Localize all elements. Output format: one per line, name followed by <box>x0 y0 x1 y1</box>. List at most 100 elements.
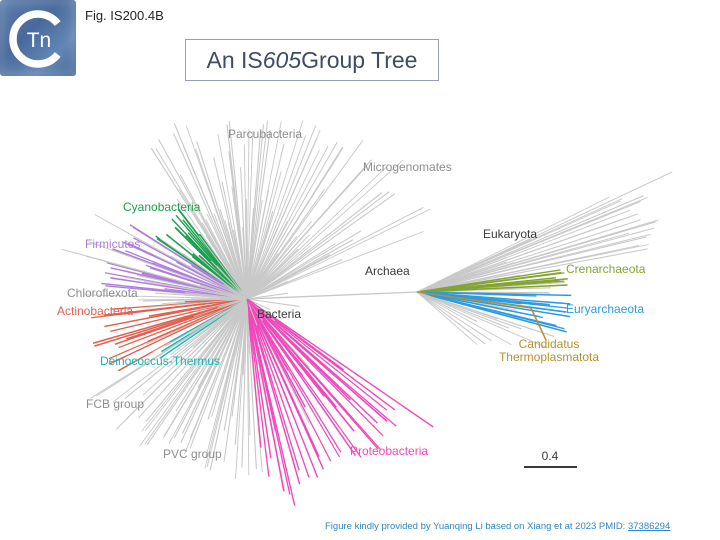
archaea-gray-lower-branch <box>416 291 492 342</box>
euryarchaeota-clade-branch <box>416 291 567 333</box>
clade-label-deinococcus-thermus: Deinococcus-Thermus <box>100 354 221 368</box>
eukaryota-fan-branch <box>416 200 641 293</box>
ctn-logo: Tn <box>0 0 76 76</box>
proteobacteria-long-2 <box>246 298 296 506</box>
proteobacteria-clade-branch <box>246 298 332 462</box>
center-spokes-branch <box>216 265 248 300</box>
archaea-gray-branch <box>416 291 548 349</box>
archaea-gray-lower-branch <box>416 291 498 320</box>
proteobacteria-clade-branch <box>246 298 357 457</box>
actinobacteria-clade-branch <box>91 298 248 319</box>
eukaryota-fan-branch <box>416 218 623 293</box>
center-spokes-branch <box>246 280 288 300</box>
eukaryota-fan-branch <box>416 200 621 293</box>
pvc-fan-branch <box>207 298 248 420</box>
center-spokes-branch <box>246 276 256 300</box>
clade-label-microgenomates: Microgenomates <box>363 160 452 174</box>
chloroflexota-clade-branch <box>185 292 248 300</box>
proteobacteria-clade-branch <box>246 298 378 424</box>
archaea-gray-lower-branch <box>416 291 510 329</box>
proteobacteria-clade-branch <box>246 298 320 458</box>
proteobacteria-clade-branch <box>246 298 270 477</box>
clade-label-euryarchaeota: Euryarchaeota <box>566 302 645 316</box>
microgenomates-fan-branch <box>246 140 364 300</box>
center-spokes-branch <box>246 298 250 354</box>
center-spokes-branch <box>246 280 270 300</box>
firmicutes-gray-branch <box>88 241 248 300</box>
parcubacteria-fan-branch <box>246 189 270 300</box>
eukaryota-fan-branch <box>416 261 507 293</box>
center-spokes-branch <box>224 298 248 342</box>
candidatus-thermoplasmatota-branch <box>530 307 547 341</box>
microgenomates-fan-branch <box>246 167 387 300</box>
parcubacteria-fan-branch <box>246 149 320 300</box>
center-spokes-branch <box>246 292 288 300</box>
crenarchaeota-clade-branch <box>416 284 568 293</box>
parcubacteria-fan-left-branch <box>217 133 248 300</box>
proteobacteria-clade-branch <box>246 298 396 411</box>
clade-label-actinobacteria: Actinobacteria <box>57 304 134 318</box>
euryarchaeota-clade-branch <box>416 291 539 318</box>
microgenomates-fan-branch <box>246 208 431 300</box>
eukaryota-fan-branch <box>416 219 641 293</box>
fcb-fan-branch <box>175 298 248 412</box>
clade-label-fcb-group: FCB group <box>86 397 145 411</box>
microgenomates-fan-branch <box>246 231 424 300</box>
microgenomates-fan-branch <box>246 159 404 300</box>
firmicutes-gray-branch <box>154 254 248 300</box>
fcb-fan-branch <box>125 298 248 420</box>
euryarchaeota-clade-branch <box>416 291 572 297</box>
pvc-fan-branch <box>181 298 248 434</box>
bacteria-archaea-connector <box>246 291 418 300</box>
center-spokes-branch <box>235 243 248 300</box>
chloroflexota-clade-branch <box>136 274 248 300</box>
cyanobacteria-gray-branch <box>180 241 248 300</box>
parcubacteria-fan-branch <box>246 232 286 300</box>
proteobacteria-clade-branch <box>246 298 272 459</box>
figure-number: Fig. IS200.4B <box>85 8 164 23</box>
clade-label-parcubacteria: Parcubacteria <box>228 127 303 141</box>
archaea-gray-lower-branch <box>416 291 478 345</box>
pvc-fan-branch <box>189 298 248 449</box>
credit-text: Figure kindly provided by Yuanqing Li ba… <box>325 521 670 532</box>
cyanobacteria-gray-branch <box>201 222 248 300</box>
actinobacteria-gray-branch <box>147 298 248 308</box>
microgenomates-fan-branch <box>246 191 390 300</box>
logo-c-arc <box>9 10 61 68</box>
scale-bar-value: 0.4 <box>541 449 559 463</box>
clade-label-candidatus-line2: Thermoplasmatota <box>498 350 600 364</box>
clade-label-proteobacteria: Proteobacteria <box>350 444 429 458</box>
logo-tn-text: Tn <box>27 29 52 52</box>
proteobacteria-clade-branch <box>246 298 382 451</box>
slide-title: An IS 605 Group Tree <box>185 39 439 81</box>
center-spokes-branch <box>223 283 248 300</box>
clade-label-archaea: Archaea <box>365 264 410 278</box>
eukaryota-fan-branch <box>416 195 644 293</box>
center-spokes-branch <box>190 297 248 300</box>
center-spokes-branch <box>234 298 248 356</box>
center-spokes-branch <box>217 298 248 308</box>
title-suffix: Group Tree <box>301 46 418 73</box>
proteobacteria-clade-branch <box>246 298 388 422</box>
parcubacteria-fan-branch <box>246 124 264 300</box>
pmid-link[interactable]: 37386294 <box>627 521 671 532</box>
microgenomates-fan-branch <box>246 159 372 300</box>
firmicutes-gray-branch <box>159 238 248 300</box>
parcubacteria-fan-left-branch <box>182 145 248 300</box>
center-spokes-branch <box>228 263 248 300</box>
parcubacteria-fan-branch <box>246 221 288 300</box>
parcubacteria-fan-left-branch <box>213 213 248 300</box>
microgenomates-fan-branch <box>246 220 312 300</box>
pvc-fan-branch <box>241 298 248 468</box>
fcb-fan-branch <box>124 298 248 400</box>
parcubacteria-fan-branch <box>228 120 248 300</box>
proteobacteria-clade-branch <box>246 298 310 478</box>
candidatus-thermoplasmatota-branch <box>416 291 532 309</box>
parcubacteria-fan-branch <box>246 128 250 300</box>
parcubacteria-fan-branch <box>246 137 318 300</box>
firmicutes-gray-branch <box>94 214 248 300</box>
cyanobacteria-gray-branch <box>198 235 248 300</box>
